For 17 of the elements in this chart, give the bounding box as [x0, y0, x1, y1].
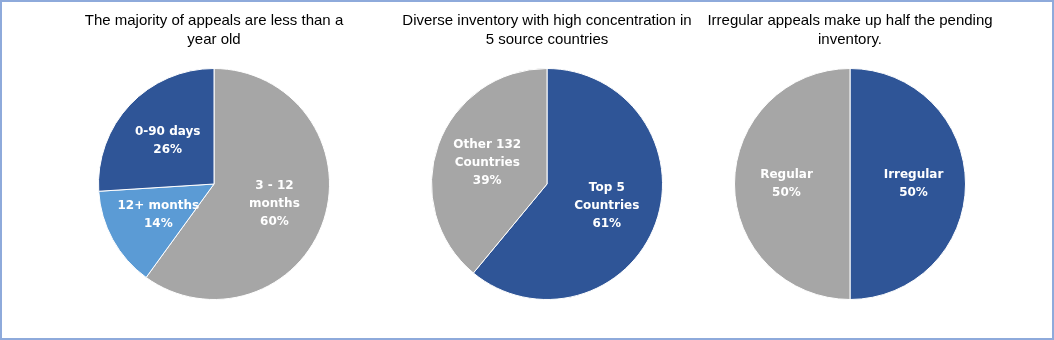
chart-title: Irregular appeals make up half the pending inventory.: [707, 11, 993, 47]
slice-label: 12+ months: [117, 197, 200, 212]
data-label: 50%: [772, 185, 801, 200]
data-label: 26%: [153, 141, 183, 156]
data-label: 60%: [260, 213, 289, 228]
data-label: 14%: [143, 215, 173, 230]
slice-label: Top 5 Countries: [574, 179, 640, 212]
chart-title: Diverse inventory with high concentration in 5 source countries: [402, 11, 692, 47]
slice-label: 0-90 days: [134, 123, 201, 138]
slice-label: 3 - 12 months: [249, 177, 300, 210]
slice-label: Regular: [760, 167, 813, 182]
data-label: 61%: [592, 215, 622, 230]
slice-label: Irregular: [883, 167, 944, 182]
chart-title: The majority of appeals are less than a year old: [83, 10, 345, 49]
data-label: 39%: [472, 172, 502, 187]
data-label: 50%: [899, 185, 928, 200]
slice-label: Other 132 Countries: [453, 136, 522, 169]
